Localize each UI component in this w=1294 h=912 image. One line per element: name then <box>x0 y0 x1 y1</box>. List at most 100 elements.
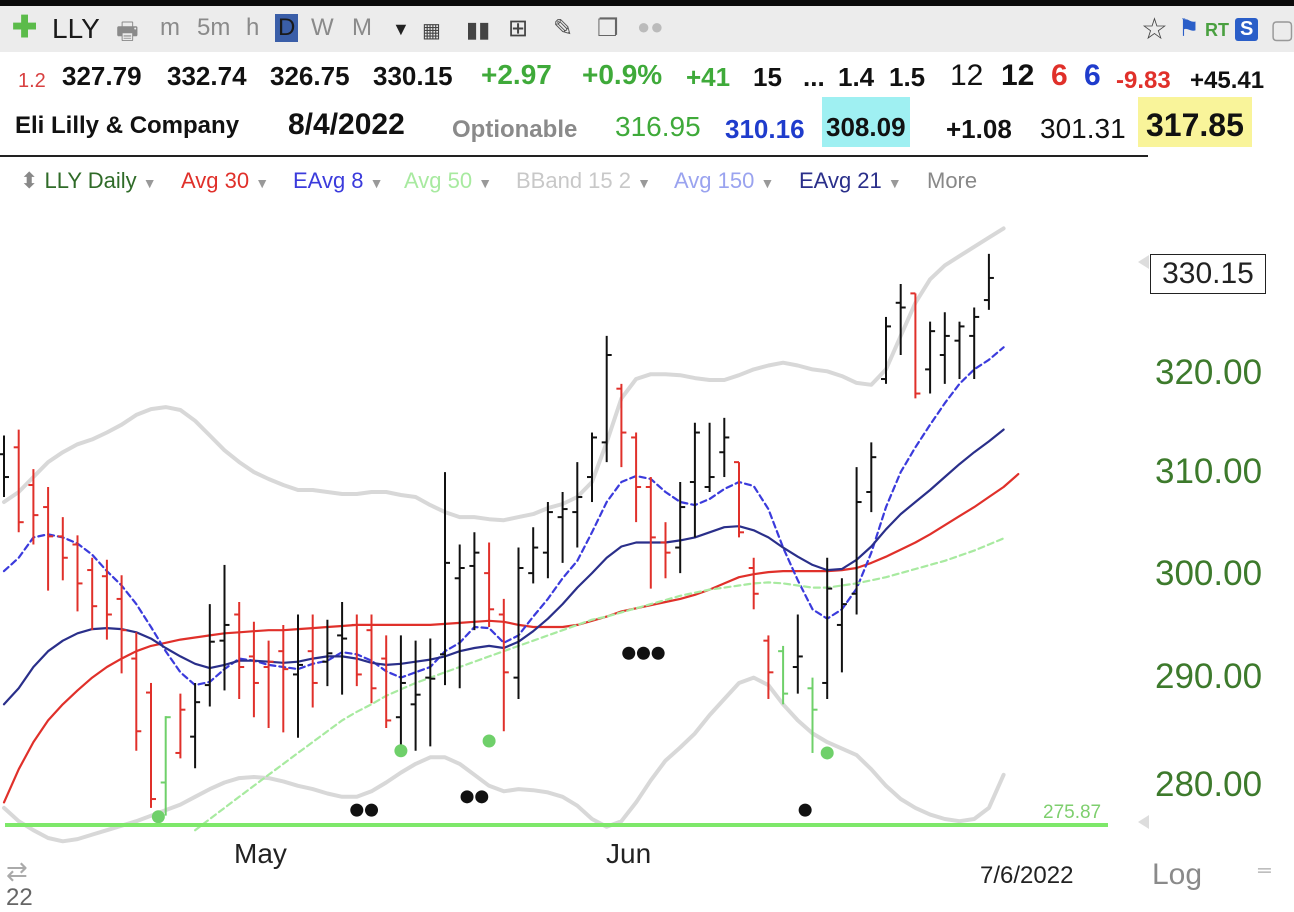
signal-dot <box>460 790 474 804</box>
ohlc-bar <box>131 632 142 751</box>
chevron-down-icon: ▼ <box>255 175 270 191</box>
signal-dot <box>350 803 364 817</box>
ohlc-bar <box>660 522 671 579</box>
v9-value: +45.41 <box>1190 67 1265 94</box>
flag-icon[interactable]: ⚑ <box>1178 15 1200 42</box>
company-name: Eli Lilly & Company <box>15 112 240 139</box>
bar-chart-icon[interactable]: ▮▮ <box>466 17 491 42</box>
ohlc-bar <box>263 640 274 728</box>
tf-m[interactable]: m <box>160 14 180 41</box>
chevron-down-icon[interactable]: ▼ <box>392 19 410 39</box>
layers-icon[interactable]: ❐ <box>597 15 619 42</box>
eavg-8-line <box>2 346 1005 687</box>
ohlc-bar <box>939 312 950 384</box>
report-date: 8/4/2022 <box>288 108 405 141</box>
bband-lower-line <box>2 675 1006 844</box>
tf-w[interactable]: W <box>311 14 334 41</box>
chevron-down-icon: ▼ <box>637 175 651 191</box>
sort-icon: ⬍ <box>20 168 45 193</box>
ohlc-bar <box>366 614 377 704</box>
s-button[interactable]: S <box>1235 18 1259 41</box>
tf-d[interactable]: D <box>275 14 299 42</box>
change-value: +2.97 <box>481 59 552 90</box>
ohlc-bar <box>234 602 245 699</box>
signal-dot <box>475 790 489 804</box>
ellipsis-value: ... <box>803 62 825 92</box>
ohlc-bar <box>542 502 553 579</box>
legend-avg150[interactable]: Avg 150 ▼ <box>674 168 774 194</box>
chevron-down-icon: ▼ <box>142 175 157 191</box>
ohlc-bar <box>763 635 774 699</box>
ohlc-bar <box>454 544 465 689</box>
symbol-field[interactable]: LLY <box>52 13 100 44</box>
signal-markers <box>151 646 834 824</box>
ohlc-bars <box>0 253 994 816</box>
ohlc-bar <box>528 527 539 584</box>
right-arrow-top <box>1138 255 1149 269</box>
legend-eavg21-label: EAvg 21 <box>799 168 882 193</box>
dots-icon[interactable]: ●● <box>637 14 664 39</box>
ohlc-bar <box>116 575 127 674</box>
legend-eavg21[interactable]: EAvg 21 ▼ <box>799 168 902 194</box>
ohlc-bar <box>484 542 495 628</box>
ohlc-bar <box>969 307 980 380</box>
tf-h[interactable]: h <box>246 14 260 41</box>
chart-type-icon[interactable]: ▦ <box>422 20 441 42</box>
legend-series-label: LLY Daily <box>44 168 137 193</box>
legend-avg50[interactable]: Avg 50 ▼ <box>404 168 492 194</box>
legend-more[interactable]: More <box>927 168 978 193</box>
ohlc-bar <box>572 462 583 548</box>
y-tick-label: 320.00 <box>1155 353 1263 392</box>
legend-avg30-label: Avg 30 <box>181 168 250 193</box>
add-icon[interactable]: ✚ <box>12 11 38 44</box>
y-tick-label: 310.00 <box>1155 452 1263 491</box>
swap-icon[interactable]: ⇄ <box>6 856 28 886</box>
legend-eavg8-label: EAvg 8 <box>293 168 364 193</box>
change-pct-value: +0.9% <box>582 59 663 90</box>
ohlc-bar <box>204 604 215 707</box>
star-icon[interactable]: ☆ <box>1141 13 1168 46</box>
avg-30-line <box>2 473 1020 804</box>
ohlc-bar <box>410 640 421 751</box>
log-scale-toggle[interactable]: Log <box>1152 858 1203 891</box>
v1-value: 15 <box>753 62 782 92</box>
ohlc-bar <box>57 517 68 581</box>
ratio-value: 1.2 <box>18 70 46 92</box>
ohlc-bar <box>498 598 509 732</box>
rt-label[interactable]: RT <box>1205 20 1229 40</box>
tf-5m[interactable]: 5m <box>197 14 231 41</box>
v6-value: 6 <box>1051 59 1068 92</box>
print-icon[interactable]: 🖶 <box>116 18 139 45</box>
signal-dot <box>394 744 408 758</box>
tf-m-monthly[interactable]: M <box>352 14 372 41</box>
legend-avg30[interactable]: Avg 30 ▼ <box>181 168 269 194</box>
v8-value: -9.83 <box>1116 67 1171 94</box>
ohlc-bar <box>866 442 877 513</box>
ohlc-bar <box>469 532 480 631</box>
legend-eavg8[interactable]: EAvg 8 ▼ <box>293 168 384 194</box>
legend-series[interactable]: ⬍ LLY Daily ▼ <box>20 168 157 194</box>
optionable-label: Optionable <box>452 116 578 143</box>
p2-value: 310.16 <box>725 114 805 144</box>
menu-icon[interactable]: ═ <box>1258 860 1271 880</box>
ohlc-bar <box>248 621 259 718</box>
window-icon[interactable]: ▢ <box>1270 14 1294 44</box>
grid-icon[interactable]: ⊞ <box>508 15 529 42</box>
legend-bband[interactable]: BBand 15 2 ▼ <box>516 168 651 194</box>
chevron-down-icon: ▼ <box>478 175 493 191</box>
x-tick-label: May <box>234 838 287 869</box>
ohlc-bar <box>43 487 54 591</box>
ohlc-bar <box>513 547 524 699</box>
signal-dot <box>151 810 165 824</box>
ohlc-bar <box>381 635 392 728</box>
low-value: 326.75 <box>270 61 350 91</box>
pencil-icon[interactable]: ✎ <box>553 15 574 42</box>
bollinger-bands <box>2 226 1006 844</box>
rs-change-value: +41 <box>686 62 731 92</box>
chevron-down-icon: ▼ <box>760 175 775 191</box>
close-value: 330.15 <box>373 61 453 91</box>
ohlc-bar <box>0 435 9 498</box>
chevron-down-icon: ▼ <box>887 175 902 191</box>
ohlc-bar <box>28 469 39 545</box>
